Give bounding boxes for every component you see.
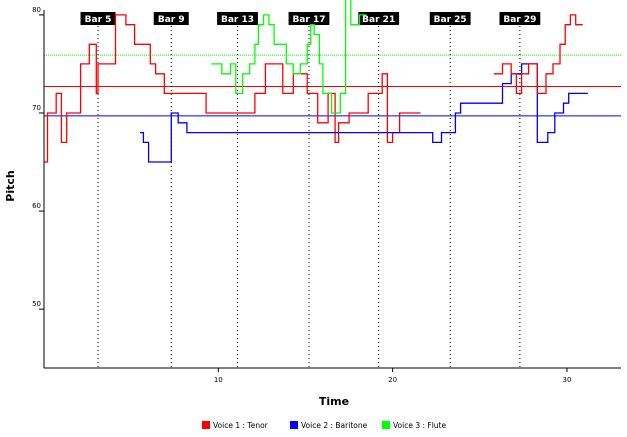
legend-label: Voice 2 : Baritone <box>301 421 368 430</box>
y-tick-label: 60 <box>32 202 41 210</box>
legend: Voice 1 : Tenor Voice 2 : Baritone Voice 3… <box>202 421 447 430</box>
bar-marker-label: Bar 21 <box>362 15 395 25</box>
legend-label: Voice 1 : Tenor <box>213 421 269 430</box>
bar-marker-label: Bar 29 <box>503 15 536 25</box>
axes: 50 60 70 80 10 20 30 <box>32 6 621 384</box>
bar-marker-label-bg <box>358 12 400 25</box>
bar-marker-label: Bar 9 <box>158 15 185 25</box>
series-line <box>211 0 367 114</box>
x-axis-title: Time <box>319 395 349 408</box>
series-line <box>139 63 588 163</box>
legend-label: Voice 3 : Flute <box>393 421 447 430</box>
bar-markers: Bar 5 Bar 9 Bar 13 Bar 17 Bar 21 Bar 25 Bar 29 <box>80 12 541 368</box>
series-layer <box>44 0 588 163</box>
x-tick-label: 30 <box>562 376 571 384</box>
bar-marker-label-bg <box>153 12 189 25</box>
bar-marker-label-bg <box>80 12 116 25</box>
bar-marker-label: Bar 5 <box>85 15 112 25</box>
y-tick-label: 50 <box>32 300 41 308</box>
bar-marker-label: Bar 17 <box>292 15 325 25</box>
x-tick-label: 20 <box>388 376 397 384</box>
bar-marker-label: Bar 25 <box>434 15 467 25</box>
y-tick-label: 70 <box>32 104 41 112</box>
reference-lines <box>44 54 621 117</box>
legend-swatch <box>382 421 390 429</box>
legend-swatch <box>202 421 210 429</box>
bar-marker-label-bg <box>217 12 258 25</box>
legend-swatch <box>290 421 298 429</box>
bar-marker-label-bg <box>499 12 541 25</box>
y-axis-title: Pitch <box>4 170 17 201</box>
bar-marker-label-bg <box>288 12 330 25</box>
series-line <box>44 14 421 163</box>
y-tick-label: 80 <box>32 6 41 14</box>
series-line <box>493 14 583 95</box>
bar-marker-label-bg <box>429 12 471 25</box>
x-tick-label: 10 <box>214 376 223 384</box>
bar-marker-label: Bar 13 <box>221 15 254 25</box>
